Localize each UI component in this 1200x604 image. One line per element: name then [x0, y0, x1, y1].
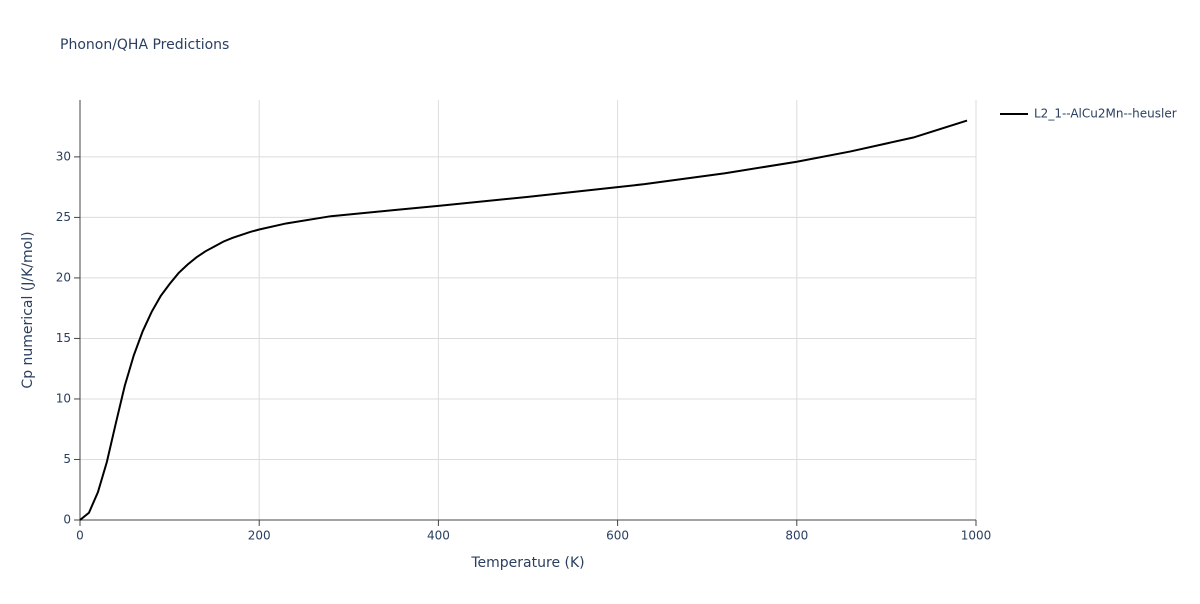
x-tick-label: 0	[76, 529, 84, 543]
y-tick-label: 15	[56, 331, 71, 345]
y-tick-label: 0	[63, 513, 71, 527]
data-line	[79, 119, 968, 521]
y-tick-label: 25	[56, 210, 71, 224]
x-tick-label: 1000	[961, 529, 992, 543]
x-tick-label: 800	[785, 529, 808, 543]
legend-label: L2_1--AlCu2Mn--heusler	[1034, 107, 1177, 121]
y-tick-label: 30	[56, 149, 71, 163]
y-axis-title: Cp numerical (J/K/mol)	[20, 231, 36, 388]
x-tick-label: 200	[248, 529, 271, 543]
x-axis-title: Temperature (K)	[470, 555, 584, 571]
chart-title: Phonon/QHA Predictions	[60, 37, 229, 53]
x-tick-label: 600	[606, 529, 629, 543]
x-tick-label: 400	[427, 529, 450, 543]
y-tick-label: 5	[63, 452, 71, 466]
y-tick-label: 10	[56, 391, 71, 405]
y-tick-label: 20	[56, 270, 71, 284]
